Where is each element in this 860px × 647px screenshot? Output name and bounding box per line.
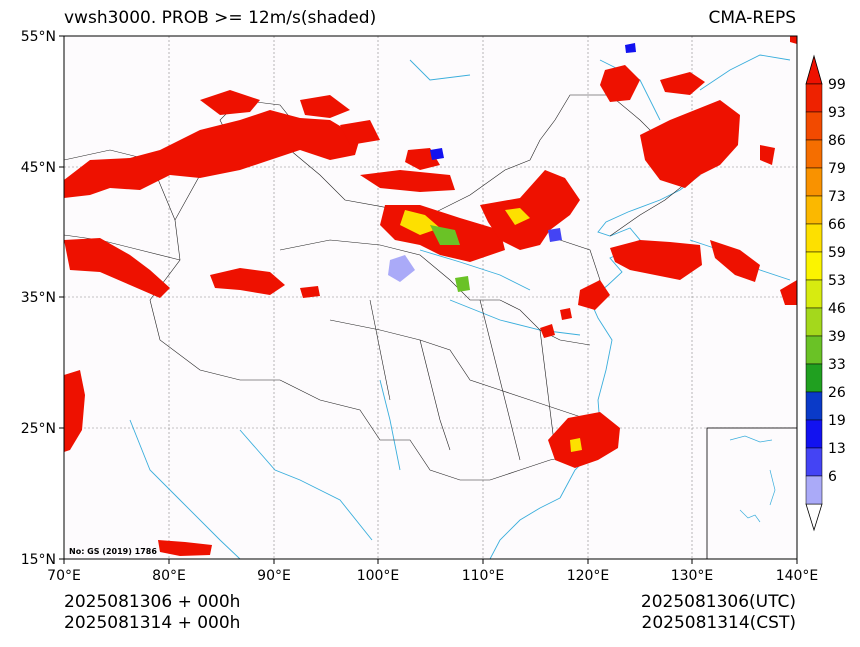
lon-label: 90°E — [257, 568, 291, 584]
colorbar-label: 59 — [828, 245, 846, 261]
colorbar-segment — [805, 167, 823, 197]
lon-label: 120°E — [567, 568, 610, 584]
south-china-sea-inset — [706, 427, 798, 560]
map-title: vwsh3000. PROB >= 12m/s(shaded) — [64, 8, 377, 28]
colorbar-label: 46 — [828, 301, 846, 317]
init-time-utc: 2025081306 + 000h — [64, 592, 241, 612]
colorbar-segment — [805, 223, 823, 253]
colorbar-label: 99 — [828, 77, 846, 93]
colorbar-label: 73 — [828, 189, 846, 205]
inset-coastline — [729, 435, 776, 523]
forecast-time-right: 2025081306(UTC) 2025081314(CST) — [641, 592, 796, 634]
lon-label: 80°E — [152, 568, 186, 584]
colorbar-segment — [805, 195, 823, 225]
colorbar-segment — [805, 335, 823, 365]
colorbar-label: 66 — [828, 217, 846, 233]
colorbar-segment — [805, 279, 823, 309]
colorbar-segment — [805, 475, 823, 505]
colorbar-segment — [805, 363, 823, 393]
colorbar-label: 13 — [828, 441, 846, 457]
colorbar-bottom-arrow — [805, 503, 823, 532]
shaded-probability-low — [388, 43, 636, 452]
lat-label: 25°N — [21, 421, 56, 437]
colorbar-label: 33 — [828, 357, 846, 373]
valid-time-cst: 2025081314(CST) — [641, 613, 796, 633]
lon-label: 70°E — [47, 568, 81, 584]
lon-label: 130°E — [671, 568, 714, 584]
colorbar-label: 6 — [828, 469, 837, 485]
valid-time-utc: 2025081306(UTC) — [640, 592, 796, 612]
colorbar-segment — [805, 447, 823, 477]
axis-ticks — [59, 35, 798, 564]
colorbar-segment — [805, 111, 823, 141]
init-time-cst: 2025081314 + 000h — [64, 613, 241, 633]
lat-label: 15°N — [21, 552, 56, 568]
colorbar-top-arrow — [805, 54, 823, 85]
colorbar-segment — [805, 251, 823, 281]
colorbar-segment — [805, 83, 823, 113]
colorbar-label: 53 — [828, 273, 846, 289]
forecast-time-left: 2025081306 + 000h 2025081314 + 000h — [64, 592, 240, 634]
colorbar-segment — [805, 307, 823, 337]
colorbar-label: 39 — [828, 329, 846, 345]
map-approval-note: No: GS (2019) 1786 — [69, 547, 157, 556]
model-name: CMA-REPS — [708, 8, 796, 28]
colorbar-label: 86 — [828, 133, 846, 149]
colorbar-label: 93 — [828, 105, 846, 121]
lat-label: 55°N — [21, 29, 56, 45]
colorbar-segment — [805, 419, 823, 449]
colorbar-segment — [805, 139, 823, 169]
lon-label: 100°E — [357, 568, 400, 584]
colorbar-label: 26 — [828, 385, 846, 401]
lat-label: 35°N — [21, 290, 56, 306]
lon-label: 110°E — [462, 568, 505, 584]
latitude-labels: 55°N 45°N 35°N 25°N 15°N — [21, 29, 56, 568]
lat-label: 45°N — [21, 160, 56, 176]
colorbar-segment — [805, 391, 823, 421]
longitude-labels: 70°E 80°E 90°E 100°E 110°E 120°E 130°E 1… — [47, 568, 818, 584]
lon-label: 140°E — [776, 568, 819, 584]
colorbar-label: 19 — [828, 413, 846, 429]
colorbar-label: 79 — [828, 161, 846, 177]
colorbar: 99 93 86 79 73 66 59 53 46 39 33 26 19 13 6 — [805, 54, 846, 532]
